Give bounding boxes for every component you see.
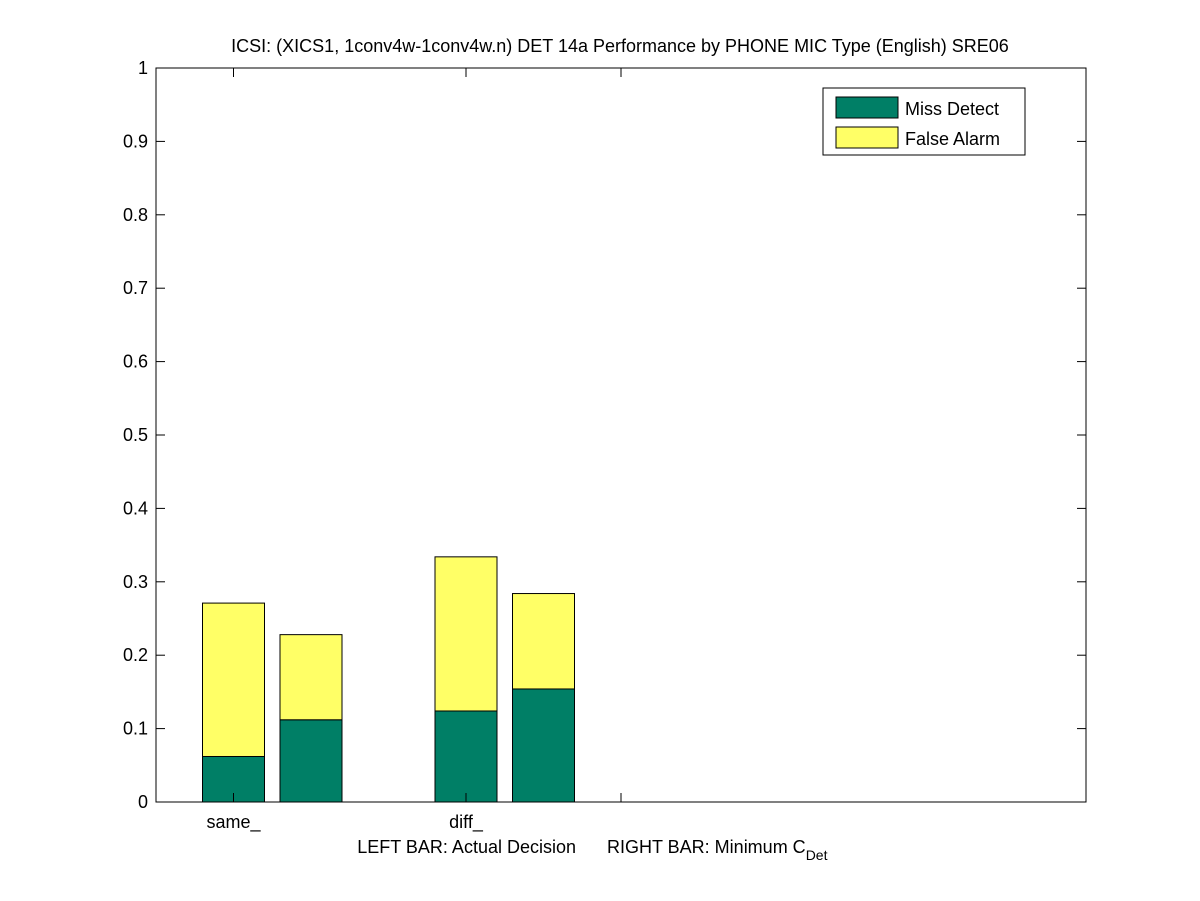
y-tick-label: 0.3 <box>123 572 148 592</box>
y-tick-label: 0.4 <box>123 498 148 518</box>
bars-layer <box>202 556 575 803</box>
legend-swatch-miss-detect <box>835 96 899 119</box>
legend: Miss Detect False Alarm <box>822 87 1026 156</box>
y-tick-label: 0.7 <box>123 278 148 298</box>
y-tick-label: 0.1 <box>123 719 148 739</box>
bar-false-alarm-diff-actual <box>434 556 498 712</box>
xlabel-right-bar: RIGHT BAR: Minimum CDet <box>607 837 828 863</box>
x-category-label: same_ <box>206 812 261 833</box>
y-tick-label: 0 <box>138 792 148 812</box>
xlabel-left-bar: LEFT BAR: Actual Decision <box>357 837 576 857</box>
ticks-layer: 0 0.1 0.2 0.3 0.4 0.5 0.6 0.7 0.8 0.9 1 same_ diff_ <box>123 58 1086 833</box>
bar-miss-detect-diff-minimum <box>512 688 575 803</box>
y-tick-label: 1 <box>138 58 148 78</box>
legend-swatch-false-alarm <box>835 126 899 149</box>
legend-label-miss-detect: Miss Detect <box>905 99 999 119</box>
y-tick-label: 0.5 <box>123 425 148 445</box>
y-tick-label: 0.9 <box>123 131 148 151</box>
chart-title: ICSI: (XICS1, 1conv4w-1conv4w.n) DET 14a… <box>231 36 1009 56</box>
bar-miss-detect-same-minimum <box>279 719 343 803</box>
xlabel-right-subscript: Det <box>806 847 828 863</box>
bar-false-alarm-same-actual <box>202 602 265 757</box>
bar-miss-detect-diff-actual <box>434 710 498 803</box>
y-tick-label: 0.6 <box>123 352 148 372</box>
y-tick-label: 0.2 <box>123 645 148 665</box>
xlabel-right-main: RIGHT BAR: Minimum C <box>607 837 806 857</box>
x-category-label: diff_ <box>449 812 484 833</box>
bar-false-alarm-diff-minimum <box>512 593 575 690</box>
legend-label-false-alarm: False Alarm <box>905 129 1000 149</box>
y-tick-label: 0.8 <box>123 205 148 225</box>
bar-false-alarm-same-minimum <box>279 634 343 721</box>
